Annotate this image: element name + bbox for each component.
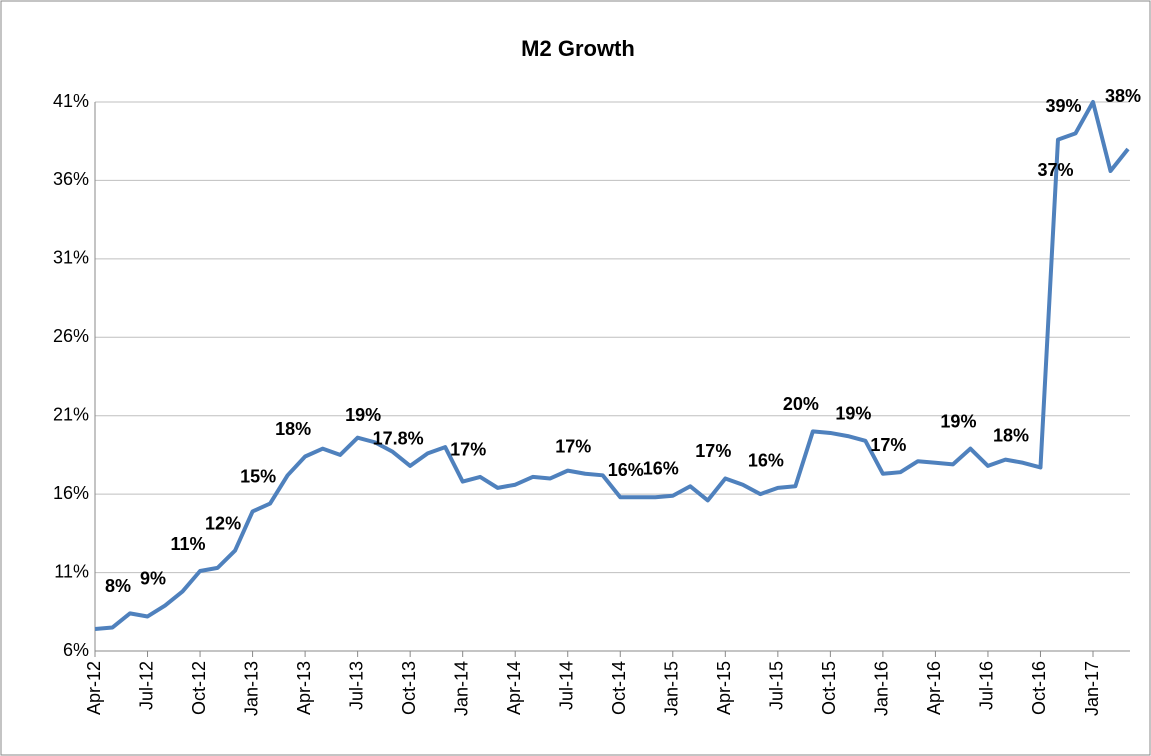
data-label: 11% [171,534,206,554]
x-tick-label: Jul-15 [767,661,787,710]
y-tick-label: 26% [53,326,89,346]
data-label: 37% [1037,160,1073,180]
x-tick-label: Apr-16 [924,661,944,715]
data-label: 18% [993,426,1029,446]
data-label: 20% [783,394,819,414]
data-label: 12% [205,513,241,533]
data-label: 19% [835,404,871,424]
x-tick-label: Oct-12 [189,661,209,715]
data-label: 16% [608,460,644,480]
x-tick-label: Apr-14 [504,661,524,715]
y-tick-label: 31% [53,248,89,268]
x-tick-label: Oct-16 [1029,661,1049,715]
x-tick-label: Jan-14 [451,661,471,716]
y-tick-label: 21% [53,404,89,424]
x-tick-label: Jul-14 [556,661,576,710]
data-label: 8% [105,576,131,596]
line [94,100,1130,632]
x-tick-label: Jan-16 [872,661,892,716]
data-label: 17% [450,440,486,460]
chart-title: M2 Growth [521,36,635,61]
data-label: 16% [643,458,679,478]
y-tick-label: 36% [53,169,89,189]
data-label: 17% [870,435,906,455]
data-label: 17% [555,437,591,457]
data-label: 15% [240,466,276,486]
y-tick-label: 16% [53,483,89,503]
x-tick-label: Jan-13 [241,661,261,716]
data-label: 9% [140,568,166,588]
data-label: 39% [1045,96,1081,116]
x-tick-label: Oct-14 [609,661,629,715]
x-tick-label: Oct-13 [399,661,419,715]
x-tick-label: Apr-15 [714,661,734,715]
x-tick-label: Apr-13 [294,661,314,715]
x-tick-label: Jan-15 [662,661,682,716]
x-tick-label: Jul-12 [136,661,156,710]
data-label: 18% [275,419,311,439]
y-tick-label: 11% [54,561,89,581]
x-tick-label: Apr-12 [84,661,104,715]
y-tick-label: 41% [53,91,89,111]
data-label: 17% [695,441,731,461]
x-tick-label: Jan-17 [1082,661,1102,716]
y-tick-label: 6% [63,640,89,660]
x-tick-label: Oct-15 [819,661,839,715]
data-label: 19% [345,405,381,425]
x-tick-label: Jul-13 [346,661,366,710]
x-tick-label: Jul-16 [977,661,997,710]
data-label: 19% [940,411,976,431]
data-label: 38% [1105,86,1141,106]
data-label: 17.8% [373,429,424,449]
data-label: 16% [748,451,784,471]
